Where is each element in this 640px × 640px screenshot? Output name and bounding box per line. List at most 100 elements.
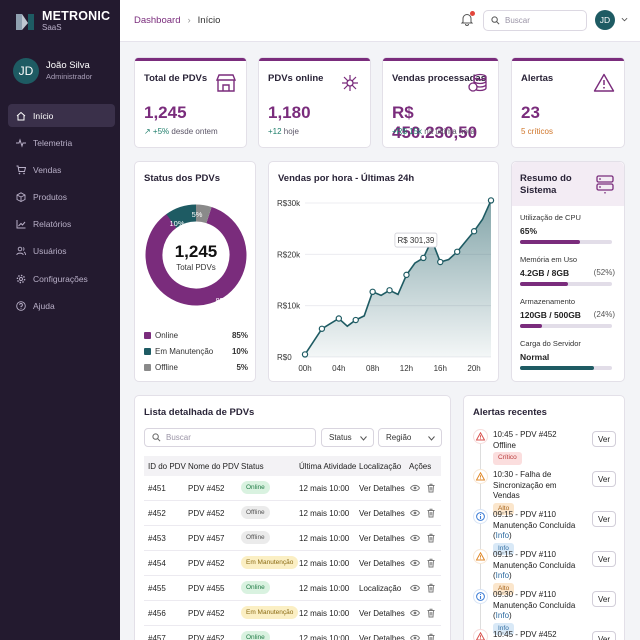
cell-last-activity: 12 mais 10:00 (299, 534, 350, 543)
table-search-input[interactable]: Buscar (144, 428, 316, 447)
alert-view-button[interactable]: Ver (592, 471, 616, 487)
donut-slice-manutencao (145, 204, 247, 306)
trash-icon[interactable] (426, 533, 436, 543)
trash-icon[interactable] (426, 508, 436, 518)
trash-icon[interactable] (426, 483, 436, 493)
sidebar-item-usuarios[interactable]: Usuários (8, 240, 115, 263)
sidebar-item-label: Configurações (33, 273, 88, 284)
cell-location-link[interactable]: Ver Detalhes (359, 634, 405, 640)
sidebar-item-label: Relatórios (33, 219, 72, 230)
search-input[interactable]: Buscar (483, 10, 587, 31)
status-badge: Em Manutenção (241, 556, 299, 569)
view-eye-icon[interactable] (410, 483, 420, 493)
status-filter-select[interactable]: Status (321, 428, 374, 447)
user-name: João Silva (46, 60, 90, 71)
trash-icon[interactable] (426, 558, 436, 568)
alert-info-link[interactable]: Info (495, 571, 510, 580)
brand[interactable]: METRONIC SaaS (14, 10, 110, 33)
storage-percent: (24%) (593, 310, 615, 319)
table-row[interactable]: #452 PDV #452 Offline 12 mais 10:00 Ver Deta… (144, 501, 441, 526)
view-eye-icon[interactable] (410, 633, 420, 640)
table-row[interactable]: #454 PDV #452 Em Manutenção 12 mais 10:00 Ve… (144, 551, 441, 576)
cell-location-link[interactable]: Ver Detalhes (359, 534, 405, 543)
alert-severity-tag: Info (493, 622, 514, 635)
cell-name: PDV #452 (188, 609, 225, 618)
user-profile[interactable]: JD João Silva Administrador (13, 58, 92, 84)
alert-view-button[interactable]: Ver (592, 631, 616, 640)
view-eye-icon[interactable] (410, 508, 420, 518)
sidebar-item-inicio[interactable]: Início (8, 104, 115, 127)
breadcrumb-dashboard-link[interactable]: Dashboard (134, 15, 181, 26)
alert-view-button[interactable]: Ver (592, 551, 616, 567)
table-row[interactable]: #455 PDV #455 Online 12 mais 10:00 Localizaç… (144, 576, 441, 601)
trash-icon[interactable] (426, 633, 436, 640)
cell-location-link[interactable]: Localização (359, 584, 402, 593)
cell-location-link[interactable]: Ver Detalhes (359, 559, 405, 568)
table-row[interactable]: #457 PDV #452 Online 12 mais 10:00 Ver Detal… (144, 626, 441, 640)
kpi-delta: +R$ 15k (392, 127, 423, 136)
alert-triangle-icon (476, 472, 485, 481)
trash-icon[interactable] (426, 608, 436, 618)
table-row[interactable]: #451 PDV #452 Online 12 mais 10:00 Ver Detal… (144, 476, 441, 501)
status-badge: Offline (241, 531, 270, 544)
kpi-card-vendas: Vendas processadas R$ 450.230,50 +R$ 15k… (382, 57, 499, 148)
header-avatar[interactable]: JD (595, 10, 615, 30)
alert-icon-badge (473, 589, 488, 604)
view-eye-icon[interactable] (410, 583, 420, 593)
cell-last-activity: 12 mais 10:00 (299, 484, 350, 493)
sidebar-item-relatorios[interactable]: Relatórios (8, 213, 115, 236)
cell-last-activity: 12 mais 10:00 (299, 634, 350, 640)
chevron-down-icon[interactable] (621, 16, 628, 23)
kpi-title: Total de PDVs (144, 73, 208, 84)
trash-icon[interactable] (426, 583, 436, 593)
alert-icon-badge (473, 549, 488, 564)
sidebar-item-produtos[interactable]: Produtos (8, 186, 115, 209)
cpu-bar (520, 240, 612, 244)
sidebar-item-ajuda[interactable]: Ajuda (8, 294, 115, 317)
kpi-card-total-pdvs: Total de PDVs 1,245 ↗ +5% desde ontem (134, 57, 247, 148)
table-row[interactable]: #456 PDV #452 Em Manutenção 12 mais 10:00 Ve… (144, 601, 441, 626)
alert-info-link[interactable]: Info (495, 611, 510, 620)
kpi-delta-label: na última hora (422, 127, 475, 136)
cell-location-link[interactable]: Ver Detalhes (359, 609, 405, 618)
sidebar-item-vendas[interactable]: Vendas (8, 158, 115, 181)
table-row[interactable]: #453 PDV #457 Offline 12 mais 10:00 Ver Deta… (144, 526, 441, 551)
alert-view-button[interactable]: Ver (592, 511, 616, 527)
view-eye-icon[interactable] (410, 558, 420, 568)
x-tick-label: 16h (434, 364, 447, 373)
breadcrumb-current: Início (197, 15, 221, 26)
alert-view-button[interactable]: Ver (592, 591, 616, 607)
sidebar-item-configuracoes[interactable]: Configurações (8, 267, 115, 290)
x-tick-label: 04h (332, 364, 345, 373)
kpi-title: PDVs online (268, 73, 324, 84)
column-header: Ações (409, 462, 432, 471)
series-line (304, 200, 492, 355)
alert-view-button[interactable]: Ver (592, 431, 616, 447)
alert-detail: Manutenção Concluída ( (493, 520, 576, 541)
alert-triangle-icon (476, 552, 485, 561)
cpu-value: 65% (520, 226, 538, 236)
kpi-subtext: +R$ 15k na última hora (392, 127, 475, 136)
region-filter-select[interactable]: Região (378, 428, 442, 447)
alert-title: 10:45 - PDV #452 (493, 430, 557, 439)
alert-info-link[interactable]: Info (495, 531, 510, 540)
status-card: Status dos PDVs 1,245 Total PDVs 10% 5% … (134, 161, 256, 382)
cart-icon (16, 165, 26, 175)
bell-icon[interactable] (460, 12, 474, 26)
view-eye-icon[interactable] (410, 533, 420, 543)
view-eye-icon[interactable] (410, 608, 420, 618)
sidebar-item-telemetria[interactable]: Telemetria (8, 131, 115, 154)
status-badge: Online (241, 481, 270, 494)
search-icon (152, 433, 161, 442)
memory-bar-fill (520, 282, 568, 286)
chart-title: Vendas por hora - Últimas 24h (278, 173, 415, 184)
alert-detail: Manutenção Concluída ( (493, 560, 576, 581)
box-icon (16, 192, 26, 203)
donut-label-offline: 5% (192, 210, 203, 219)
cell-id: #456 (148, 609, 166, 618)
status-badge: Em Manutenção (241, 606, 299, 619)
network-icon (342, 75, 358, 91)
cell-location-link[interactable]: Ver Detalhes (359, 484, 405, 493)
cell-location-link[interactable]: Ver Detalhes (359, 509, 405, 518)
alert-triangle-icon (476, 432, 485, 441)
